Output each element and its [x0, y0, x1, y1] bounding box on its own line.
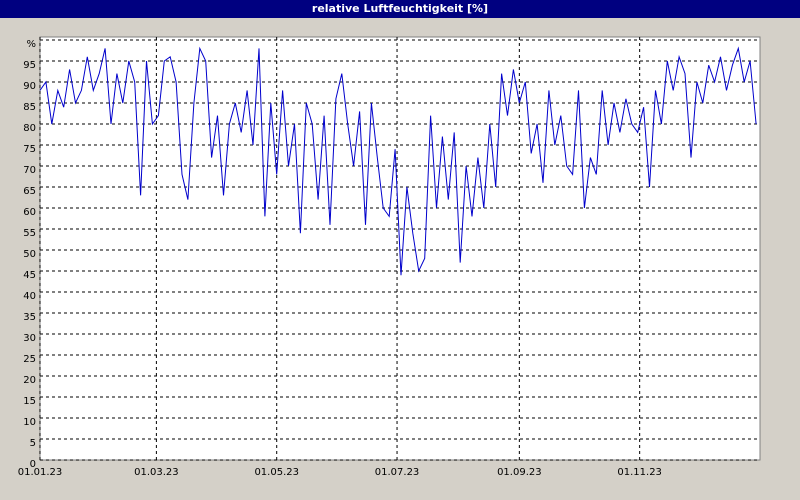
x-tick-label: 01.09.23 — [497, 467, 542, 478]
y-tick-label: 80 — [23, 123, 36, 134]
y-tick-label: 90 — [23, 81, 36, 92]
y-tick-label: 25 — [23, 354, 36, 365]
chart-title: relative Luftfeuchtigkeit [%] — [312, 2, 488, 15]
x-tick-label: 01.07.23 — [375, 467, 420, 478]
y-tick-label: 5 — [30, 438, 36, 449]
title-bar — [0, 0, 800, 18]
y-tick-label: 55 — [23, 228, 36, 239]
y-tick-label: 0 — [30, 459, 36, 470]
y-tick-label: 75 — [23, 144, 36, 155]
y-tick-label: 20 — [23, 375, 36, 386]
y-tick-label: 95 — [23, 60, 36, 71]
y-tick-label: 45 — [23, 270, 36, 281]
y-tick-label: 15 — [23, 396, 36, 407]
y-tick-label: 30 — [23, 333, 36, 344]
y-tick-label: 35 — [23, 312, 36, 323]
x-tick-label: 01.01.23 — [18, 467, 63, 478]
y-tick-label: % — [26, 39, 36, 50]
y-tick-label: 10 — [23, 417, 36, 428]
x-tick-label: 01.11.23 — [617, 467, 662, 478]
data-line — [39, 46, 757, 276]
y-tick-label: 70 — [23, 165, 36, 176]
y-tick-label: 65 — [23, 186, 36, 197]
x-tick-label: 01.05.23 — [254, 467, 299, 478]
y-tick-label: 40 — [23, 291, 36, 302]
y-tick-label: 60 — [23, 207, 36, 218]
y-tick-label: 50 — [23, 249, 36, 260]
y-tick-label: 85 — [23, 102, 36, 113]
x-tick-label: 01.03.23 — [134, 467, 179, 478]
